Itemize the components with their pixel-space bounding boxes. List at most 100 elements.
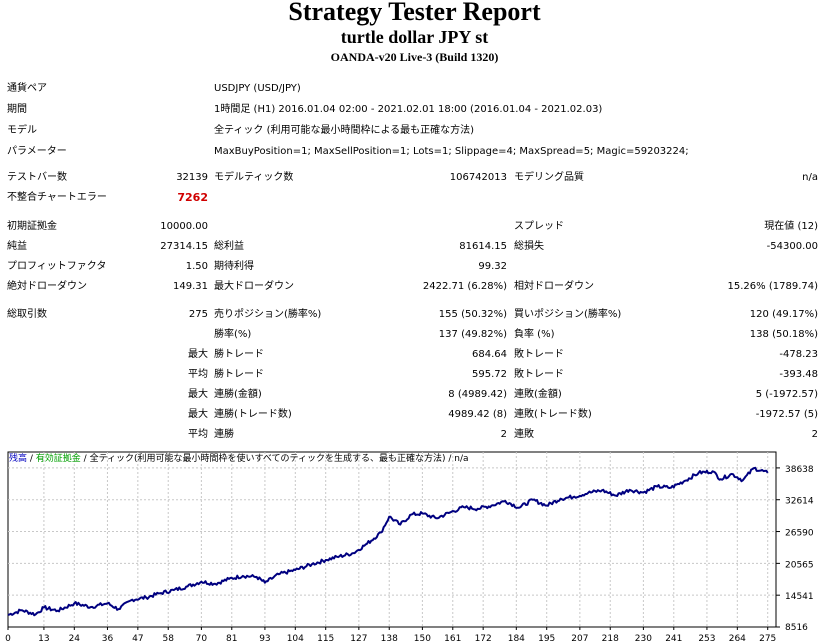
period-value: 1時間足 (H1) 2016.01.04 02:00 - 2021.02.01 … — [214, 104, 603, 115]
ticks-label: モデルティック数 — [214, 172, 294, 183]
x-tick-label: 36 — [102, 634, 114, 642]
x-tick-label: 138 — [381, 634, 398, 642]
x-tick-label: 81 — [226, 634, 237, 642]
largest-label: 最大 — [188, 349, 208, 360]
y-tick-label: 20565 — [785, 560, 814, 570]
x-tick-label: 47 — [132, 634, 143, 642]
ticks-value: 106742013 — [449, 172, 507, 183]
legend-equity: 有効証拠金 — [35, 454, 81, 464]
balance-line — [7, 466, 769, 617]
legend-separator: / — [80, 454, 90, 464]
symbol-label: 通貨ペア — [7, 83, 47, 94]
average-label: 平均 — [188, 369, 208, 380]
avg-consecutive-wins-label: 連勝 — [214, 429, 234, 440]
server-info: OANDA-v20 Live-3 (Build 1320) — [330, 50, 499, 64]
consecutive-loss-label: 連敗(トレード数) — [514, 409, 592, 420]
balance-chart: 8516 14541 20565 26590 32614 38638 0 13 24 36 47 58… — [3, 445, 823, 642]
x-tick-label: 70 — [196, 634, 208, 642]
expected-payoff-value: 99.32 — [478, 261, 507, 272]
legend-quality: n/a — [454, 454, 469, 464]
total-trades-label: 総取引数 — [7, 309, 47, 320]
x-tick-label: 207 — [571, 634, 588, 642]
expected-payoff-label: 期待利得 — [214, 261, 254, 272]
average-loss-label: 敗トレード — [514, 369, 564, 380]
model-value: 全ティック (利用可能な最小時間枠による最も正確な方法) — [214, 125, 475, 136]
relative-drawdown-value: 15.26% (1789.74) — [727, 281, 818, 292]
legend-balance: 残高 — [9, 454, 28, 464]
long-positions-label: 買いポジション(勝率%) — [514, 309, 622, 320]
short-positions-value: 155 (50.32%) — [438, 309, 507, 320]
y-tick-label: 26590 — [785, 529, 814, 539]
absolute-drawdown-label: 絶対ドローダウン — [7, 281, 87, 292]
x-tick-label: 253 — [698, 634, 715, 642]
x-tick-label: 218 — [602, 634, 619, 642]
y-tick-label: 38638 — [785, 465, 814, 475]
x-tick-label: 58 — [163, 634, 175, 642]
average-consecutive-label: 平均 — [188, 429, 208, 440]
relative-drawdown-label: 相対ドローダウン — [514, 281, 594, 292]
x-tick-label: 172 — [475, 634, 492, 642]
expert-name: turtle dollar JPY st — [340, 27, 489, 47]
gross-profit-value: 81614.15 — [459, 241, 507, 252]
y-tick-label: 32614 — [785, 497, 814, 507]
consecutive-profit-label: 連勝(トレード数) — [214, 409, 292, 420]
spread-label: スプレッド — [514, 221, 564, 232]
legend-model: 全ティック(利用可能な最小時間枠を使いすべてのティックを生成する、最も正確な方法… — [89, 454, 446, 464]
x-tick-label: 93 — [259, 634, 270, 642]
loss-trades-value: 138 (50.18%) — [749, 329, 818, 340]
initial-deposit-label: 初期証拠金 — [7, 221, 57, 232]
x-tick-label: 0 — [5, 634, 11, 642]
maximal-drawdown-value: 2422.71 (6.28%) — [422, 281, 507, 292]
gross-profit-label: 総利益 — [214, 241, 244, 252]
average-profit-value: 595.72 — [472, 369, 507, 380]
legend-separator: / — [445, 454, 455, 464]
x-tick-label: 150 — [414, 634, 431, 642]
max-consecutive-label: 最大 — [188, 389, 208, 400]
parameters-value: MaxBuyPosition=1; MaxSellPosition=1; Lot… — [214, 146, 689, 157]
consecutive-wins-money-value: 8 (4989.42) — [448, 389, 507, 400]
x-tick-label: 241 — [665, 634, 682, 642]
largest-loss-value: -478.23 — [779, 349, 818, 360]
x-tick-label: 275 — [759, 634, 776, 642]
model-label: モデル — [7, 125, 37, 136]
x-tick-label: 230 — [635, 634, 652, 642]
modeling-quality-value: n/a — [802, 172, 818, 183]
x-tick-label: 184 — [508, 634, 525, 642]
symbol-value: USDJPY (USD/JPY) — [214, 83, 301, 94]
x-tick-label: 13 — [38, 634, 49, 642]
long-positions-value: 120 (49.17%) — [749, 309, 818, 320]
consecutive-profit-value: 4989.42 (8) — [448, 409, 507, 420]
net-profit-value: 27314.15 — [160, 241, 208, 252]
profit-trades-label: 勝率(%) — [214, 329, 252, 340]
largest-profit-value: 684.64 — [472, 349, 507, 360]
max-consecutive-count-label: 最大 — [188, 409, 208, 420]
y-tick-label: 14541 — [785, 592, 814, 602]
consecutive-loss-value: -1972.57 (5) — [755, 409, 818, 420]
mismatch-errors-label: 不整合チャートエラー — [7, 192, 107, 203]
avg-consecutive-losses-value: 2 — [811, 429, 818, 440]
balance-chart-svg: 8516 14541 20565 26590 32614 38638 0 13 24 36 47 58… — [5, 451, 814, 642]
parameters-label: パラメーター — [7, 146, 67, 157]
consecutive-losses-money-label: 連敗(金額) — [514, 389, 562, 400]
gross-loss-label: 総損失 — [514, 241, 544, 252]
gross-loss-value: -54300.00 — [766, 241, 818, 252]
profit-factor-label: プロフィットファクタ — [7, 261, 107, 272]
loss-trades-label: 負率 (%) — [514, 329, 555, 340]
period-label: 期間 — [7, 104, 27, 115]
report-title: Strategy Tester Report — [288, 0, 541, 26]
legend-separator: / — [27, 454, 36, 464]
consecutive-losses-money-value: 5 (-1972.57) — [755, 389, 818, 400]
largest-profit-label: 勝トレード — [214, 349, 264, 360]
short-positions-label: 売りポジション(勝率%) — [214, 309, 322, 320]
y-tick-label: 8516 — [785, 623, 808, 633]
bars-label: テストバー数 — [7, 172, 67, 183]
maximal-drawdown-label: 最大ドローダウン — [214, 281, 294, 292]
x-tick-label: 24 — [69, 634, 81, 642]
avg-consecutive-wins-value: 2 — [500, 429, 507, 440]
avg-consecutive-losses-label: 連敗 — [514, 429, 534, 440]
plot-frame — [7, 451, 777, 628]
profit-factor-value: 1.50 — [185, 261, 208, 272]
spread-value: 現在値 (12) — [764, 221, 818, 232]
modeling-quality-label: モデリング品質 — [514, 172, 584, 183]
average-loss-value: -393.48 — [779, 369, 818, 380]
